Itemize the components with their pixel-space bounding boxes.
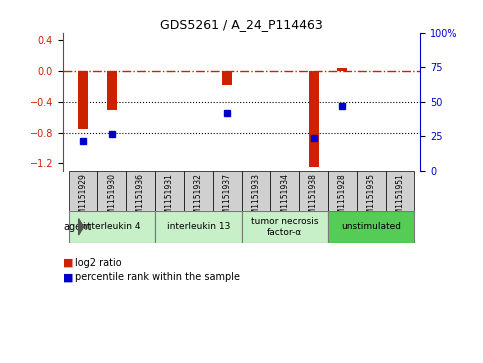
Bar <box>337 68 347 71</box>
Text: interleukin 4: interleukin 4 <box>83 223 141 231</box>
Bar <box>328 211 414 243</box>
Bar <box>69 171 98 211</box>
Text: unstimulated: unstimulated <box>341 223 401 231</box>
Bar <box>155 171 184 211</box>
Text: GSM1151931: GSM1151931 <box>165 173 174 224</box>
Text: GSM1151937: GSM1151937 <box>223 173 231 224</box>
Text: percentile rank within the sample: percentile rank within the sample <box>75 272 240 282</box>
Text: GSM1151929: GSM1151929 <box>78 173 87 224</box>
Text: interleukin 13: interleukin 13 <box>167 223 230 231</box>
Bar <box>242 211 328 243</box>
Text: log2 ratio: log2 ratio <box>75 258 122 268</box>
Text: GSM1151928: GSM1151928 <box>338 173 347 224</box>
Text: ■: ■ <box>63 272 73 282</box>
Bar <box>385 171 414 211</box>
Bar <box>270 171 299 211</box>
Bar <box>107 71 117 110</box>
Bar <box>328 171 357 211</box>
Text: GSM1151951: GSM1151951 <box>396 173 405 224</box>
Text: GSM1151934: GSM1151934 <box>280 173 289 224</box>
Bar <box>242 171 270 211</box>
Bar <box>213 171 242 211</box>
Bar <box>222 71 232 85</box>
Bar <box>155 211 242 243</box>
Bar <box>309 71 319 167</box>
Text: GSM1151933: GSM1151933 <box>252 173 260 224</box>
Bar <box>357 171 385 211</box>
Bar <box>184 171 213 211</box>
Bar <box>126 171 155 211</box>
Text: GSM1151935: GSM1151935 <box>367 173 376 224</box>
Bar <box>78 71 88 129</box>
Text: tumor necrosis
factor-α: tumor necrosis factor-α <box>251 217 318 237</box>
Text: agent: agent <box>63 222 92 232</box>
Text: ■: ■ <box>63 258 73 268</box>
Title: GDS5261 / A_24_P114463: GDS5261 / A_24_P114463 <box>160 19 323 32</box>
Bar <box>98 171 126 211</box>
Text: GSM1151930: GSM1151930 <box>107 173 116 224</box>
Bar <box>299 171 328 211</box>
Bar <box>69 211 155 243</box>
Text: GSM1151938: GSM1151938 <box>309 173 318 224</box>
Text: GSM1151932: GSM1151932 <box>194 173 203 224</box>
Text: GSM1151936: GSM1151936 <box>136 173 145 224</box>
Polygon shape <box>79 219 84 235</box>
